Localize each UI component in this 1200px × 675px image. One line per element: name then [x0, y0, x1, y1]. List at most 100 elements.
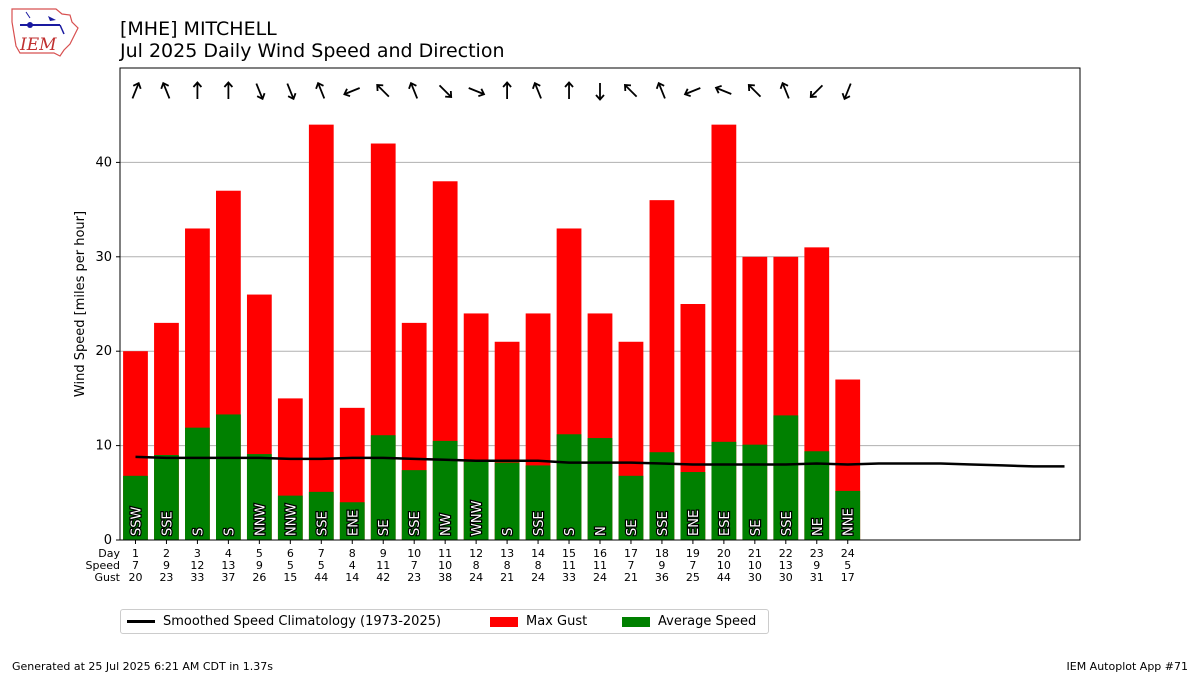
arrow-shaft [131, 83, 140, 99]
direction-label: S [501, 528, 516, 536]
x-tick-label: 44 [314, 571, 328, 584]
x-tick-label: 4 [225, 547, 232, 560]
arrow-head [315, 81, 324, 90]
x-tick-label: 5 [318, 559, 325, 572]
y-axis-label: Wind Speed [miles per hour] [73, 211, 88, 397]
legend-label-gust: Max Gust [526, 614, 588, 629]
x-tick-label: 13 [221, 559, 235, 572]
x-row-header: Day [98, 547, 120, 560]
x-tick-label: 26 [252, 571, 266, 584]
generated-timestamp: Generated at 25 Jul 2025 6:21 AM CDT in … [12, 660, 273, 673]
speed-bar [525, 465, 551, 540]
arrow-shaft [255, 83, 264, 99]
iem-logo: IEM [11, 8, 79, 57]
x-tick-label: 17 [841, 571, 855, 584]
wind-arrow-icon [809, 84, 824, 98]
legend: Smoothed Speed Climatology (1973-2025) M… [120, 609, 769, 634]
x-tick-label: 10 [438, 559, 452, 572]
x-tick-label: 38 [438, 571, 452, 584]
x-tick-label: 12 [190, 559, 204, 572]
wind-arrow-icon [192, 81, 203, 99]
speed-bar [370, 435, 396, 540]
x-tick-label: 8 [535, 559, 542, 572]
arrow-head [595, 94, 605, 101]
wind-arrow-icon [655, 81, 666, 99]
x-tick-label: 21 [748, 547, 762, 560]
speed-bar [401, 470, 427, 540]
direction-label: S [563, 528, 578, 536]
wind-arrow-icon [595, 83, 605, 101]
wind-arrow-icon [438, 84, 453, 98]
arrow-head [532, 81, 541, 90]
x-tick-label: 5 [256, 547, 263, 560]
x-row-header: Speed [86, 559, 120, 572]
wind-arrow-icon [160, 81, 171, 99]
x-tick-label: 13 [500, 547, 514, 560]
x-tick-label: 21 [624, 571, 638, 584]
x-tick-label: 10 [717, 559, 731, 572]
legend-label-climatology: Smoothed Speed Climatology (1973-2025) [163, 614, 442, 629]
wind-arrow-icon [343, 87, 361, 98]
wind-arrow-icon [315, 81, 326, 99]
x-tick-label: 9 [658, 559, 665, 572]
arrow-shaft [534, 83, 542, 99]
speed-bar [123, 475, 148, 540]
wind-arrow-icon [779, 81, 790, 99]
arrow-head [478, 88, 486, 98]
speed-bar [308, 491, 334, 540]
x-tick-label: 44 [717, 571, 731, 584]
legend-label-speed: Average Speed [658, 614, 757, 629]
arrow-head [343, 88, 351, 98]
direction-label: NE [811, 518, 826, 536]
speed-bar [618, 475, 644, 540]
speed-bar [773, 415, 799, 540]
arrow-head [445, 90, 453, 98]
x-tick-label: 11 [593, 559, 607, 572]
arrow-head [287, 92, 297, 101]
x-tick-label: 42 [376, 571, 390, 584]
x-tick-label: 6 [287, 547, 294, 560]
arrow-shaft [781, 83, 790, 99]
legend-line-swatch [127, 620, 155, 623]
wind-arrow-icon [376, 84, 390, 98]
direction-label: ENE [346, 510, 361, 536]
direction-label: S [191, 528, 206, 536]
arrow-shaft [468, 87, 484, 95]
arrow-head [192, 81, 203, 88]
x-tick-label: 8 [504, 559, 511, 572]
speed-bar [277, 495, 303, 540]
arrow-shaft [162, 83, 171, 99]
x-tick-label: 23 [159, 571, 173, 584]
arrow-head [376, 84, 384, 92]
arrow-shaft [410, 83, 419, 99]
y-tick-label: 40 [95, 155, 112, 170]
wind-arrow-icon [286, 83, 297, 101]
arrow-head [809, 90, 817, 98]
x-tick-label: 33 [562, 571, 576, 584]
x-tick-label: 3 [194, 547, 201, 560]
x-tick-label: 5 [844, 559, 851, 572]
direction-label: ENE [687, 510, 702, 536]
arrow-head [841, 92, 851, 101]
speed-bar [216, 414, 241, 540]
wind-chart: SSW SSE S S NNW NNW SSE ENE SE SSE NW WNW S SSE S N SE SS… [73, 67, 1081, 584]
arrow-head [683, 88, 691, 98]
x-tick-label: 14 [531, 547, 545, 560]
x-tick-label: 30 [748, 571, 762, 584]
x-tick-label: 11 [562, 559, 576, 572]
speed-bar [587, 438, 613, 540]
y-tick-label: 30 [95, 250, 112, 265]
direction-label: SSE [408, 511, 423, 536]
speed-bar [804, 451, 830, 540]
climatology-line [135, 455, 1065, 468]
direction-label: SSW [129, 506, 144, 536]
direction-label: SE [625, 520, 640, 536]
station-title: [MHE] MITCHELL [120, 18, 277, 40]
x-row-header: Gust [94, 571, 120, 584]
x-tick-label: 20 [128, 571, 142, 584]
wind-arrow-icon [223, 81, 234, 99]
arrow-head [160, 81, 170, 90]
speed-bar [246, 454, 272, 540]
direction-label: SSE [160, 511, 175, 536]
legend-item-speed: Average Speed [622, 614, 756, 629]
